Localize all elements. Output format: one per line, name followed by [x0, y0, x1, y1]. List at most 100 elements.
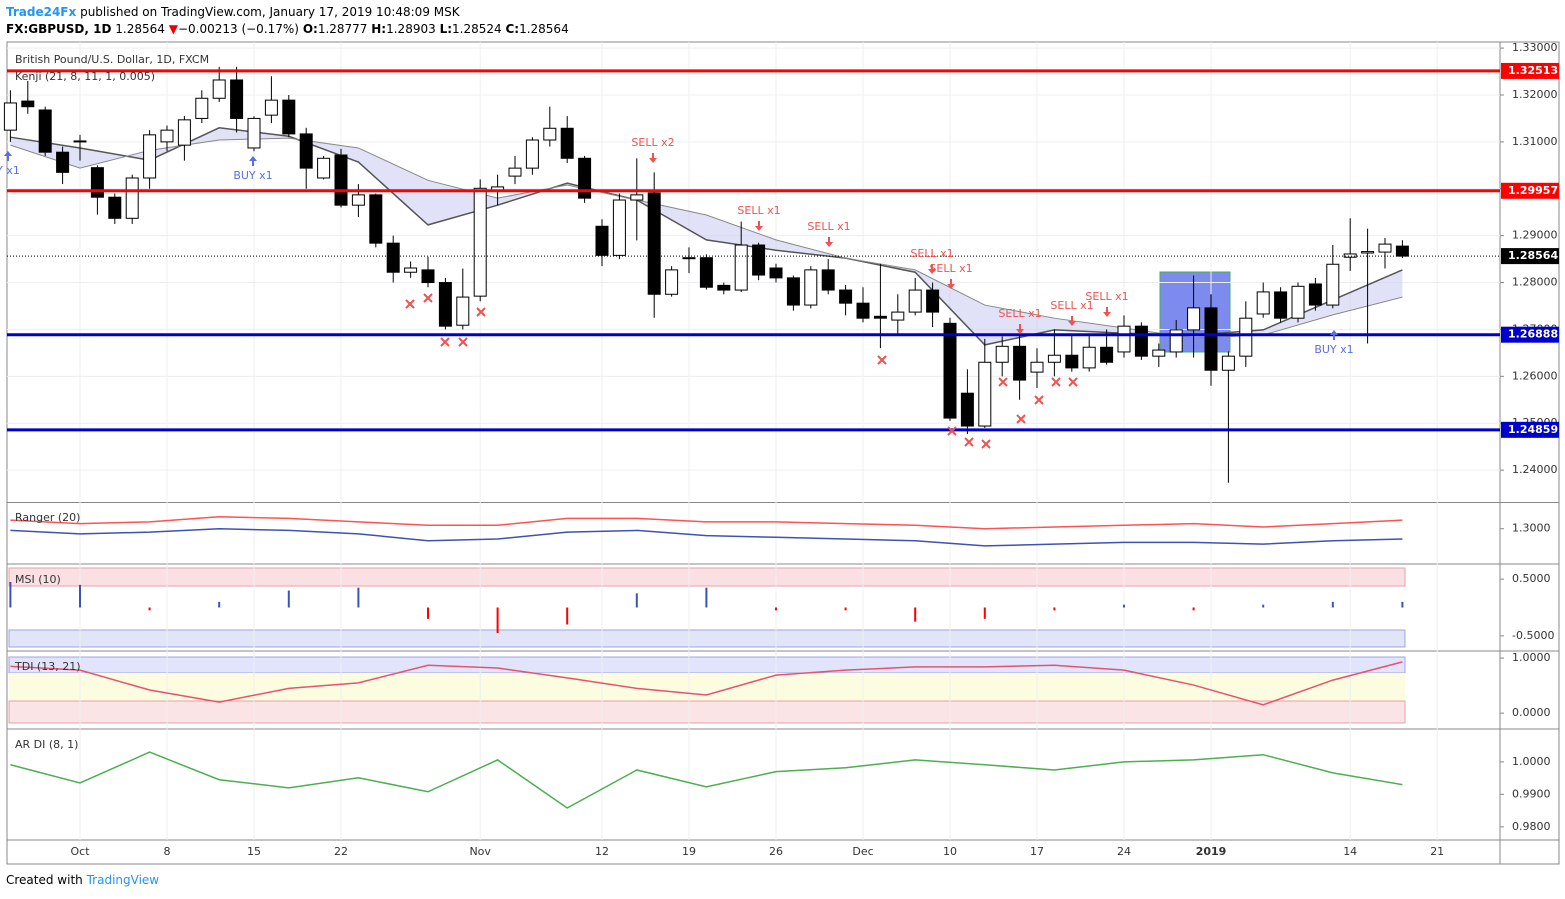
candle-body [995, 345, 1009, 363]
candle-body [1308, 283, 1322, 306]
signal-label: SELL x2 [631, 136, 674, 149]
histogram-bar [1053, 607, 1056, 611]
candle-body [699, 257, 713, 288]
publish-info: published on TradingView.com, January 17… [80, 5, 460, 19]
msi-lower-band [8, 629, 1406, 648]
candle-body [143, 134, 157, 179]
candle-body [856, 302, 870, 319]
arrow: ▼ [168, 22, 178, 36]
candle-body [769, 267, 783, 279]
msi-upper-band [8, 567, 1406, 587]
x-marker [964, 437, 974, 447]
candle-body [3, 102, 17, 131]
x-marker [423, 293, 433, 303]
level-tag [1501, 62, 1559, 79]
candle-body [73, 140, 87, 143]
x-tick-label: 22 [334, 845, 348, 858]
tdi-upper-band [8, 656, 1406, 674]
histogram-bar [79, 584, 81, 608]
signal-arrow [947, 279, 955, 289]
signal-arrow [1330, 330, 1338, 340]
candle-body [717, 284, 731, 291]
signal-label: BUY x1 [233, 169, 272, 182]
x-tick-label: 26 [769, 845, 783, 858]
candle-body [508, 167, 522, 177]
author[interactable]: Trade24Fx [6, 5, 77, 19]
candle-body [786, 277, 800, 306]
l: L: [439, 22, 453, 36]
signal-label: BUY x1 [1314, 343, 1353, 356]
x-marker [947, 426, 957, 436]
candle-body [1239, 317, 1253, 357]
pane-title: AR DI (8, 1) [15, 738, 78, 751]
x-tick-label: Oct [70, 845, 90, 858]
histogram-bar [914, 607, 917, 622]
x-tick-label: 2019 [1196, 845, 1227, 858]
candle-body [1152, 349, 1166, 357]
histogram-bar [148, 607, 151, 611]
x-tick-label: 10 [943, 845, 957, 858]
y-tick-label: 1.26000 [1512, 369, 1558, 382]
candle-body [282, 99, 296, 135]
histogram-bar [775, 607, 777, 611]
o-val: 1.28777 [317, 22, 368, 36]
candle-body [56, 151, 70, 173]
h-val: 1.28903 [386, 22, 436, 36]
candle-body [630, 194, 644, 201]
histogram-bar [287, 590, 290, 608]
signal-label: SELL x1 [910, 247, 953, 260]
candle-body [647, 192, 661, 295]
candle-body [1378, 243, 1392, 253]
candle-body [160, 129, 174, 143]
y-tick-label: 1.3000 [1512, 522, 1551, 535]
footer-brand[interactable]: TradingView [86, 873, 160, 887]
candle-body [264, 99, 278, 116]
header: Trade24Fx published on TradingView.com, … [6, 4, 569, 38]
candle-body [125, 177, 139, 219]
c-val: 1.28564 [519, 22, 569, 36]
candle-body [90, 167, 104, 198]
histogram-bar [566, 607, 569, 625]
candle-body [978, 361, 992, 427]
level-tag [1501, 182, 1559, 199]
x-marker [877, 355, 887, 365]
candle-body [578, 157, 592, 199]
candle-body [351, 194, 365, 206]
x-tick-label: 17 [1030, 845, 1044, 858]
x-marker [1034, 395, 1044, 405]
candle-body [386, 242, 400, 273]
pane-title: British Pound/U.S. Dollar, 1D, FXCM [15, 53, 209, 66]
candle-body [1117, 325, 1131, 353]
indicator-line [10, 527, 1403, 547]
candle-body [456, 296, 470, 326]
y-tick-label: 1.32000 [1512, 88, 1558, 101]
y-tick-label: 1.33000 [1512, 41, 1558, 54]
symbol: FX:GBPUSD, 1D [6, 22, 112, 36]
header-line: Trade24Fx published on TradingView.com, … [6, 4, 569, 21]
candle-body [404, 267, 418, 273]
candle-body [369, 194, 383, 244]
x-tick-label: Nov [469, 845, 491, 858]
candle-body [421, 269, 435, 284]
x-tick-label: 14 [1343, 845, 1357, 858]
candle-body [334, 154, 348, 206]
level-label: 1.29957 [1508, 184, 1558, 197]
y-tick-label: -0.5000 [1512, 629, 1554, 642]
signal-arrow [755, 221, 763, 231]
signal-arrow [1068, 316, 1076, 326]
candle-body [195, 97, 209, 119]
x-marker [998, 377, 1008, 387]
level-tag [1501, 326, 1559, 343]
level-label: 1.32513 [1508, 64, 1558, 77]
x-tick-label: 19 [682, 845, 696, 858]
x-marker [458, 337, 468, 347]
candle-body [1256, 291, 1270, 315]
candle-body [543, 127, 557, 141]
c: C: [505, 22, 520, 36]
h: H: [371, 22, 387, 36]
candle-body [1326, 263, 1340, 306]
x-marker [1051, 377, 1061, 387]
symbol-line: FX:GBPUSD, 1D 1.28564 ▼−0.00213 (−0.17%)… [6, 21, 569, 38]
kenji-cloud [10, 127, 1403, 345]
